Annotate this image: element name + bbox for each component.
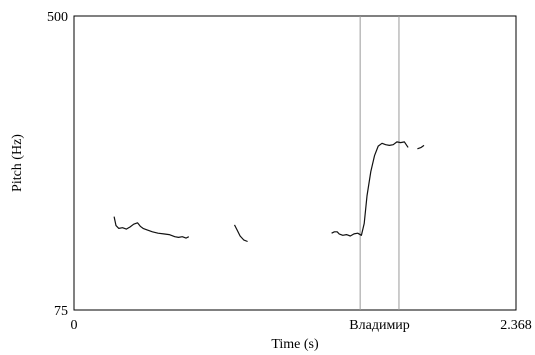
y-tick-min: 75	[54, 304, 68, 319]
pitch-segment-1	[113, 216, 190, 239]
interval-label: Владимир	[349, 318, 410, 333]
pitch-segment-2	[233, 224, 248, 243]
y-axis-label: Pitch (Hz)	[10, 134, 25, 192]
plot-frame	[73, 15, 517, 311]
x-tick-max: 2.368	[500, 318, 532, 333]
x-tick-min: 0	[71, 318, 78, 333]
pitch-segment-3	[331, 141, 409, 237]
x-axis-label: Time (s)	[271, 337, 319, 352]
interval-boundaries	[359, 16, 400, 310]
y-tick-max: 500	[47, 10, 68, 25]
pitch-contour	[113, 141, 425, 243]
pitch-segment-4	[417, 144, 425, 150]
